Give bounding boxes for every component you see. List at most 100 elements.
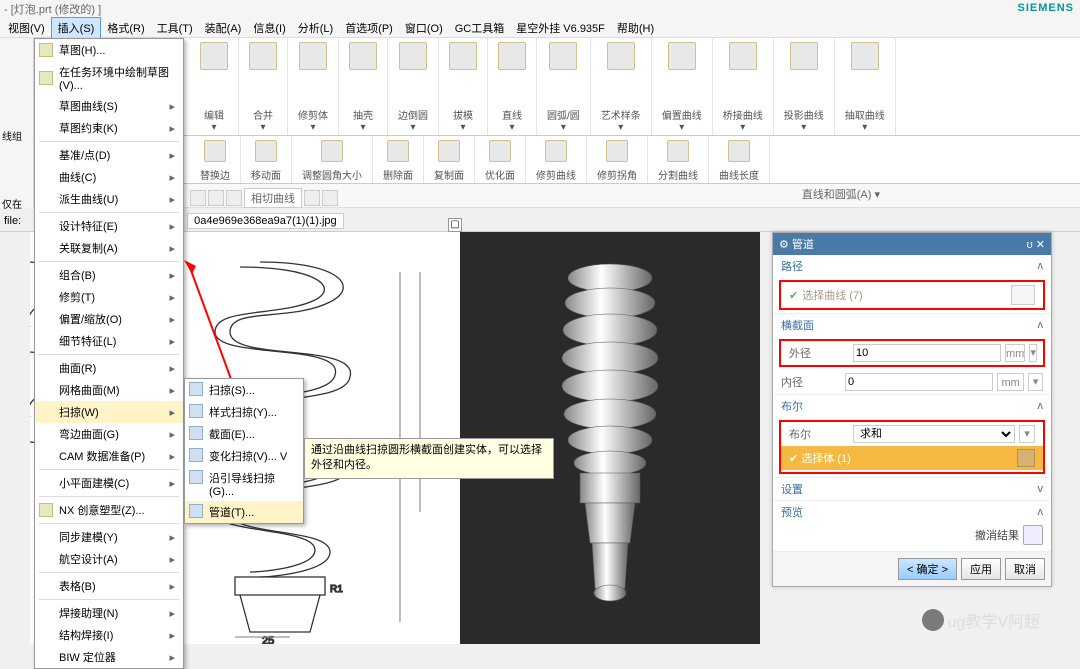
insert-menu-dropdown[interactable]: 草图(H)...在任务环境中绘制草图(V)...草图曲线(S)▸草图约束(K)▸…: [34, 38, 184, 669]
menu-item[interactable]: 扫掠(W)▸: [35, 401, 183, 423]
sweep-submenu[interactable]: 扫掠(S)...样式扫掠(Y)...截面(E)...变化扫掠(V)... V沿引…: [184, 378, 304, 524]
submenu-item[interactable]: 沿引导线扫掠(G)...: [185, 467, 303, 501]
apply-button[interactable]: 应用: [961, 558, 1001, 580]
submenu-item[interactable]: 截面(E)...: [185, 423, 303, 445]
tool-icon[interactable]: [322, 190, 338, 206]
file-tab[interactable]: 0a4e969e368ea9a7(1)(1).jpg: [187, 213, 344, 229]
menu-item[interactable]: 在任务环境中绘制草图(V)...: [35, 61, 183, 95]
select-body-row[interactable]: ✔ 选择体 (1): [781, 446, 1043, 470]
menu-item[interactable]: 分析(L): [292, 18, 339, 38]
menu-item[interactable]: 视图(V): [2, 18, 51, 38]
ribbon-button[interactable]: 移动面: [241, 136, 292, 184]
menu-item[interactable]: 曲面(R)▸: [35, 357, 183, 379]
menu-item[interactable]: 同步建模(Y)▸: [35, 526, 183, 548]
ribbon-button[interactable]: 优化面: [475, 136, 526, 184]
tool-icon[interactable]: [190, 190, 206, 206]
menu-item[interactable]: BIW 定位器▸: [35, 646, 183, 668]
menu-item[interactable]: 网格曲面(M)▸: [35, 379, 183, 401]
menu-item[interactable]: 设计特征(E)▸: [35, 215, 183, 237]
panel-controls[interactable]: ʊ ✕: [1026, 238, 1045, 251]
menu-item[interactable]: 基准/点(D)▸: [35, 144, 183, 166]
ribbon-button[interactable]: 分割曲线: [648, 136, 709, 184]
watermark: ug教学V阿超: [922, 608, 1040, 632]
section-settings[interactable]: 设置v: [773, 478, 1051, 500]
ribbon-button[interactable]: 抽取曲线▾: [835, 38, 896, 135]
menu-item[interactable]: 首选项(P): [339, 18, 399, 38]
menu-bar[interactable]: 视图(V)插入(S)格式(R)工具(T)装配(A)信息(I)分析(L)首选项(P…: [0, 18, 1080, 38]
ribbon-button[interactable]: 直线▾: [488, 38, 537, 135]
curve-picker-icon[interactable]: [1011, 285, 1035, 305]
pane-close-icon[interactable]: ▢: [448, 218, 462, 232]
ribbon-button[interactable]: 合并▾: [239, 38, 288, 135]
cancel-button[interactable]: 取消: [1005, 558, 1045, 580]
menu-item[interactable]: GC工具箱: [449, 18, 511, 38]
undo-icon[interactable]: [1023, 525, 1043, 545]
menu-item[interactable]: 装配(A): [199, 18, 248, 38]
menu-item[interactable]: 工具(T): [151, 18, 199, 38]
menu-item[interactable]: 信息(I): [247, 18, 291, 38]
menu-item[interactable]: 星空外挂 V6.935F: [510, 18, 611, 38]
menu-item[interactable]: 小平面建模(C)▸: [35, 472, 183, 494]
menu-item[interactable]: 表格(B)▸: [35, 575, 183, 597]
ribbon-button[interactable]: 桥接曲线▾: [713, 38, 774, 135]
menu-item[interactable]: 格式(R): [101, 18, 150, 38]
ribbon-button[interactable]: 修剪体▾: [288, 38, 339, 135]
line-arc-dropdown[interactable]: 直线和圆弧(A) ▾: [802, 186, 880, 202]
section-path[interactable]: 路径ʌ: [773, 255, 1051, 277]
menu-item[interactable]: 修剪(T)▸: [35, 286, 183, 308]
ribbon-button[interactable]: 删除面: [373, 136, 424, 184]
boolean-select[interactable]: 求和: [853, 425, 1015, 443]
submenu-item[interactable]: 样式扫掠(Y)...: [185, 401, 303, 423]
menu-item[interactable]: NX 创意塑型(Z)...: [35, 499, 183, 521]
tool-icon[interactable]: [208, 190, 224, 206]
tool-icon[interactable]: [226, 190, 242, 206]
menu-item[interactable]: 草图(H)...: [35, 39, 183, 61]
tool-icon[interactable]: [304, 190, 320, 206]
menu-item[interactable]: 偏置/缩放(O)▸: [35, 308, 183, 330]
menu-item[interactable]: 插入(S): [51, 17, 102, 39]
menu-item[interactable]: 草图约束(K)▸: [35, 117, 183, 139]
outer-diameter-input[interactable]: [853, 344, 1001, 362]
section-boolean[interactable]: 布尔ʌ: [773, 395, 1051, 417]
menu-item[interactable]: 弯边曲面(G)▸: [35, 423, 183, 445]
section-preview[interactable]: 预览ʌ: [773, 501, 1051, 523]
ribbon-button[interactable]: 修剪拐角: [587, 136, 648, 184]
panel-header[interactable]: ⚙ 管道 ʊ ✕: [773, 233, 1051, 255]
ribbon-button[interactable]: 拔模▾: [439, 38, 488, 135]
body-icon: [1017, 449, 1035, 467]
ribbon-button[interactable]: 投影曲线▾: [774, 38, 835, 135]
file-prefix: file:: [4, 215, 21, 227]
selection-filter-dropdown[interactable]: 相切曲线: [244, 188, 302, 208]
menu-item[interactable]: 组合(B)▸: [35, 264, 183, 286]
ok-button[interactable]: < 确定 >: [898, 558, 957, 580]
ribbon-button[interactable]: 替换边: [190, 136, 241, 184]
submenu-item[interactable]: 扫掠(S)...: [185, 379, 303, 401]
menu-item[interactable]: 航空设计(A)▸: [35, 548, 183, 570]
ribbon-button[interactable]: 曲线长度: [709, 136, 770, 184]
menu-item[interactable]: 关联复制(A)▸: [35, 237, 183, 259]
menu-item[interactable]: CAM 数据准备(P)▸: [35, 445, 183, 467]
ribbon-button[interactable]: 编辑▾: [190, 38, 239, 135]
ribbon-button[interactable]: 复制面: [424, 136, 475, 184]
submenu-item[interactable]: 变化扫掠(V)... V: [185, 445, 303, 467]
menu-item[interactable]: 草图曲线(S)▸: [35, 95, 183, 117]
menu-item[interactable]: 结构焊接(I)▸: [35, 624, 183, 646]
select-curve-row[interactable]: ✔ 选择曲线 (7): [781, 282, 1043, 308]
menu-item[interactable]: 曲线(C)▸: [35, 166, 183, 188]
undo-result[interactable]: 撤消结果: [773, 523, 1051, 551]
menu-item[interactable]: 细节特征(L)▸: [35, 330, 183, 352]
ribbon-button[interactable]: 偏置曲线▾: [652, 38, 713, 135]
ribbon-button[interactable]: 抽壳▾: [339, 38, 388, 135]
submenu-item[interactable]: 管道(T)...: [185, 501, 303, 523]
ribbon-button[interactable]: 圆弧/圆▾: [537, 38, 591, 135]
ribbon-button[interactable]: 调整圆角大小: [292, 136, 373, 184]
menu-item[interactable]: 窗口(O): [399, 18, 449, 38]
inner-diameter-input[interactable]: [845, 373, 993, 391]
ribbon-button[interactable]: 修剪曲线: [526, 136, 587, 184]
ribbon-button[interactable]: 边倒圆▾: [388, 38, 439, 135]
menu-item[interactable]: 派生曲线(U)▸: [35, 188, 183, 210]
menu-item[interactable]: 帮助(H): [611, 18, 660, 38]
section-crosssection[interactable]: 横截面ʌ: [773, 314, 1051, 336]
menu-item[interactable]: 焊接助理(N)▸: [35, 602, 183, 624]
ribbon-button[interactable]: 艺术样条▾: [591, 38, 652, 135]
